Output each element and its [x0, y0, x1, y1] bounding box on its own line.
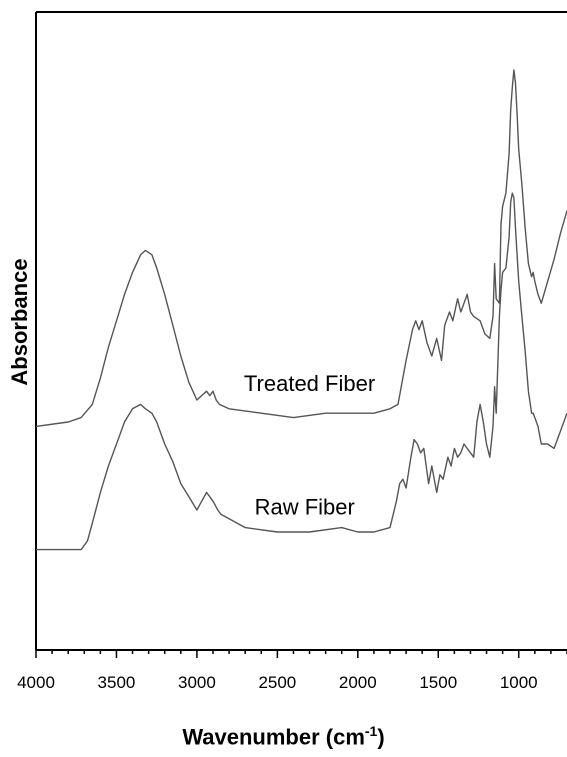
- annotation-treated-fiber: Treated Fiber: [244, 371, 375, 396]
- series-line-raw-fiber: [36, 192, 567, 551]
- x-tick-label: 2500: [258, 673, 296, 692]
- x-axis-label: Wavenumber (cm-1): [182, 723, 385, 750]
- x-tick-label: 3000: [178, 673, 216, 692]
- annotation-raw-fiber: Raw Fiber: [255, 494, 355, 519]
- x-tick-label: 1500: [419, 673, 457, 692]
- series-line-treated-fiber: [35, 69, 567, 428]
- x-tick-label: 3500: [98, 673, 136, 692]
- y-axis-label: Absorbance: [7, 258, 32, 386]
- x-tick-label: 1000: [500, 673, 538, 692]
- x-tick-label: 2000: [339, 673, 377, 692]
- x-tick-label: 4000: [17, 673, 55, 692]
